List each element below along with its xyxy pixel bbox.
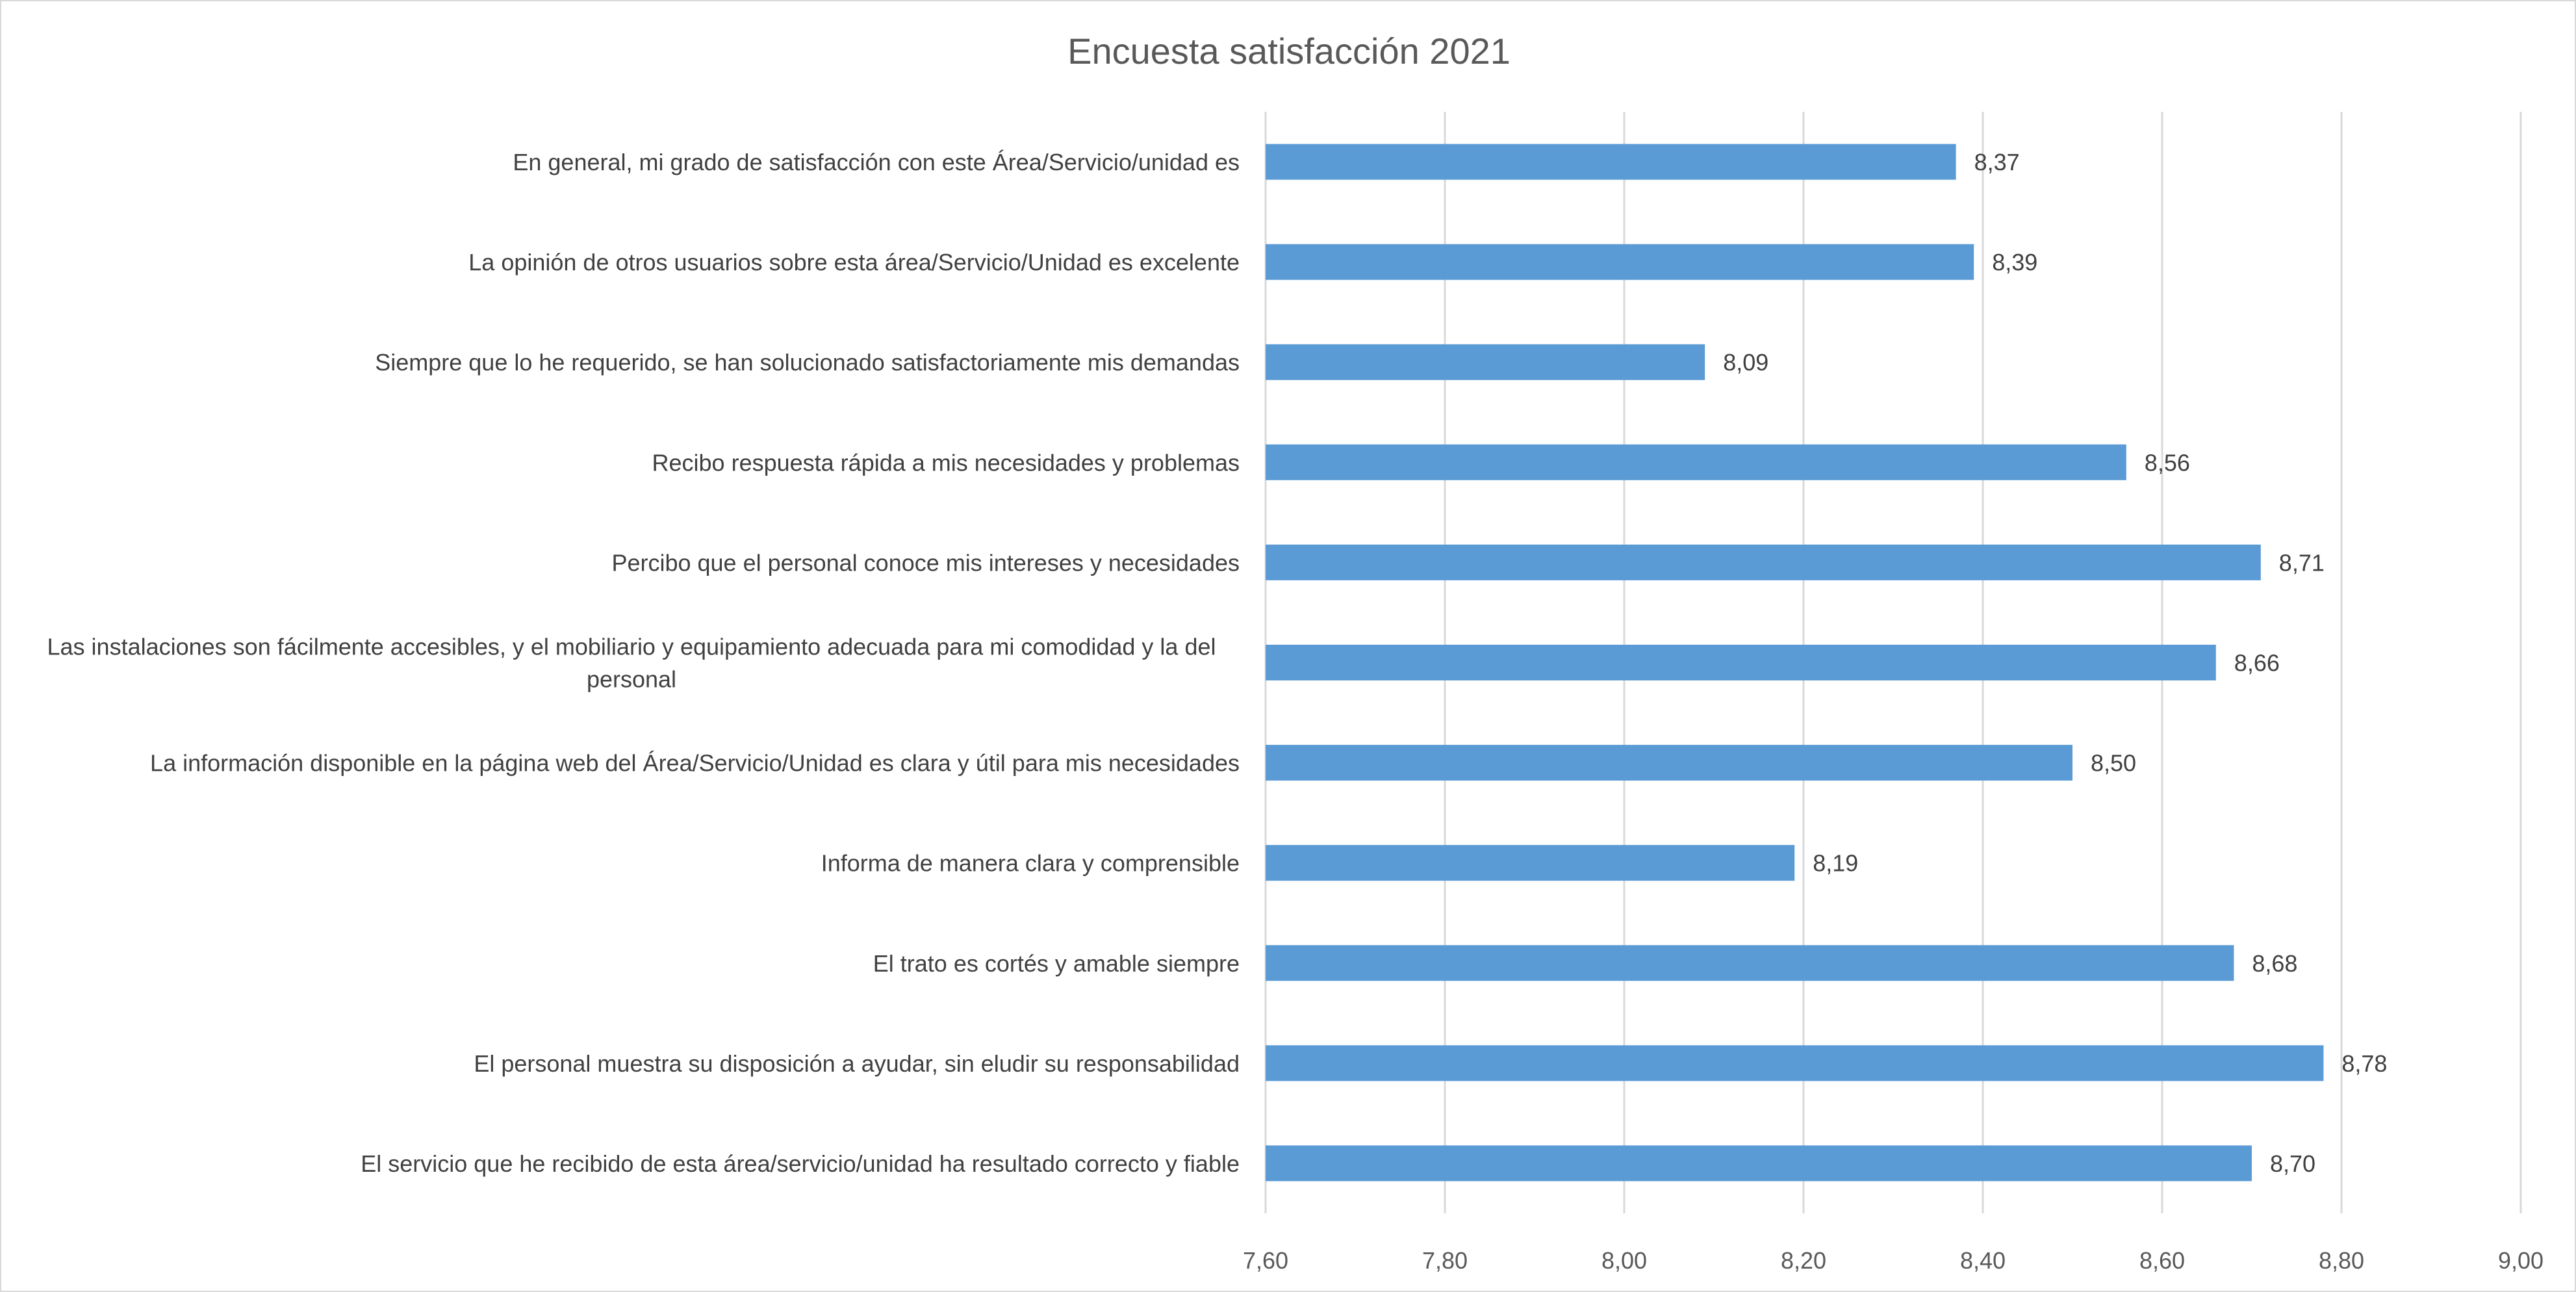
bar <box>1266 845 1795 881</box>
category-labels: En general, mi grado de satisfacción con… <box>47 149 1240 1177</box>
data-label: 8,66 <box>2234 650 2280 677</box>
category-label: En general, mi grado de satisfacción con… <box>513 149 1240 175</box>
category-label-line: El personal muestra su disposición a ayu… <box>474 1050 1240 1077</box>
bar <box>1266 444 2126 480</box>
category-label: La opinión de otros usuarios sobre esta … <box>468 249 1240 276</box>
category-label: Recibo respuesta rápida a mis necesidade… <box>652 449 1240 476</box>
data-label: 8,39 <box>1992 249 2037 276</box>
data-label: 8,78 <box>2341 1050 2387 1077</box>
bar <box>1266 244 1974 280</box>
bar <box>1266 645 2216 680</box>
bar <box>1266 945 2234 981</box>
bar <box>1266 1145 2252 1182</box>
category-label-line: El servicio que he recibido de esta área… <box>361 1150 1240 1177</box>
bar <box>1266 745 2072 781</box>
x-tick-label: 8,80 <box>2319 1247 2364 1274</box>
data-label: 8,19 <box>1813 850 1858 877</box>
category-label-line: Las instalaciones son fácilmente accesib… <box>47 634 1216 660</box>
data-label: 8,56 <box>2145 449 2190 476</box>
bar <box>1266 544 2261 580</box>
bar <box>1266 144 1956 180</box>
category-label: Percibo que el personal conoce mis inter… <box>611 549 1240 576</box>
data-labels: 8,37 8,39 8,09 8,56 8,71 8,66 8,50 8,19 8,68 8,78… <box>1723 149 2387 1177</box>
x-tick-label: 7,80 <box>1422 1247 1468 1274</box>
category-label-line: La información disponible en la página w… <box>150 750 1240 777</box>
x-tick-label: 8,40 <box>1960 1247 2006 1274</box>
category-label-line: En general, mi grado de satisfacción con… <box>513 149 1240 175</box>
data-label: 8,09 <box>1723 349 1768 376</box>
category-label: El servicio que he recibido de esta área… <box>361 1150 1240 1177</box>
data-label: 8,37 <box>1974 149 2020 175</box>
data-label: 8,68 <box>2252 950 2297 977</box>
chart-title: Encuesta satisfacción 2021 <box>1067 31 1511 71</box>
category-label: La información disponible en la página w… <box>150 750 1240 777</box>
category-label: Siempre que lo he requerido, se han solu… <box>375 349 1240 376</box>
x-tick-label: 9,00 <box>2498 1247 2544 1274</box>
data-label: 8,71 <box>2279 549 2325 576</box>
category-label-line: El trato es cortés y amable siempre <box>873 950 1240 977</box>
category-label: Las instalaciones son fácilmente accesib… <box>47 634 1216 693</box>
x-axis-tick-labels: 7,60 7,80 8,00 8,20 8,40 8,60 8,80 9,00 <box>1243 1247 2544 1274</box>
category-label: El personal muestra su disposición a ayu… <box>474 1050 1240 1077</box>
category-label-line: personal <box>587 666 676 693</box>
category-label-line: Informa de manera clara y comprensible <box>821 850 1240 877</box>
x-tick-label: 8,60 <box>2139 1247 2185 1274</box>
x-tick-label: 8,00 <box>1601 1247 1647 1274</box>
data-label: 8,70 <box>2270 1150 2315 1177</box>
category-label-line: La opinión de otros usuarios sobre esta … <box>468 249 1240 276</box>
bar <box>1266 344 1705 380</box>
bars <box>1266 144 2324 1182</box>
category-label-line: Percibo que el personal conoce mis inter… <box>611 549 1240 576</box>
category-label: Informa de manera clara y comprensible <box>821 850 1240 877</box>
x-tick-label: 8,20 <box>1781 1247 1826 1274</box>
category-label-line: Recibo respuesta rápida a mis necesidade… <box>652 449 1240 476</box>
x-tick-label: 7,60 <box>1243 1247 1288 1274</box>
data-label: 8,50 <box>2091 750 2136 777</box>
category-label: El trato es cortés y amable siempre <box>873 950 1240 977</box>
bar <box>1266 1045 2324 1081</box>
category-label-line: Siempre que lo he requerido, se han solu… <box>375 349 1240 376</box>
